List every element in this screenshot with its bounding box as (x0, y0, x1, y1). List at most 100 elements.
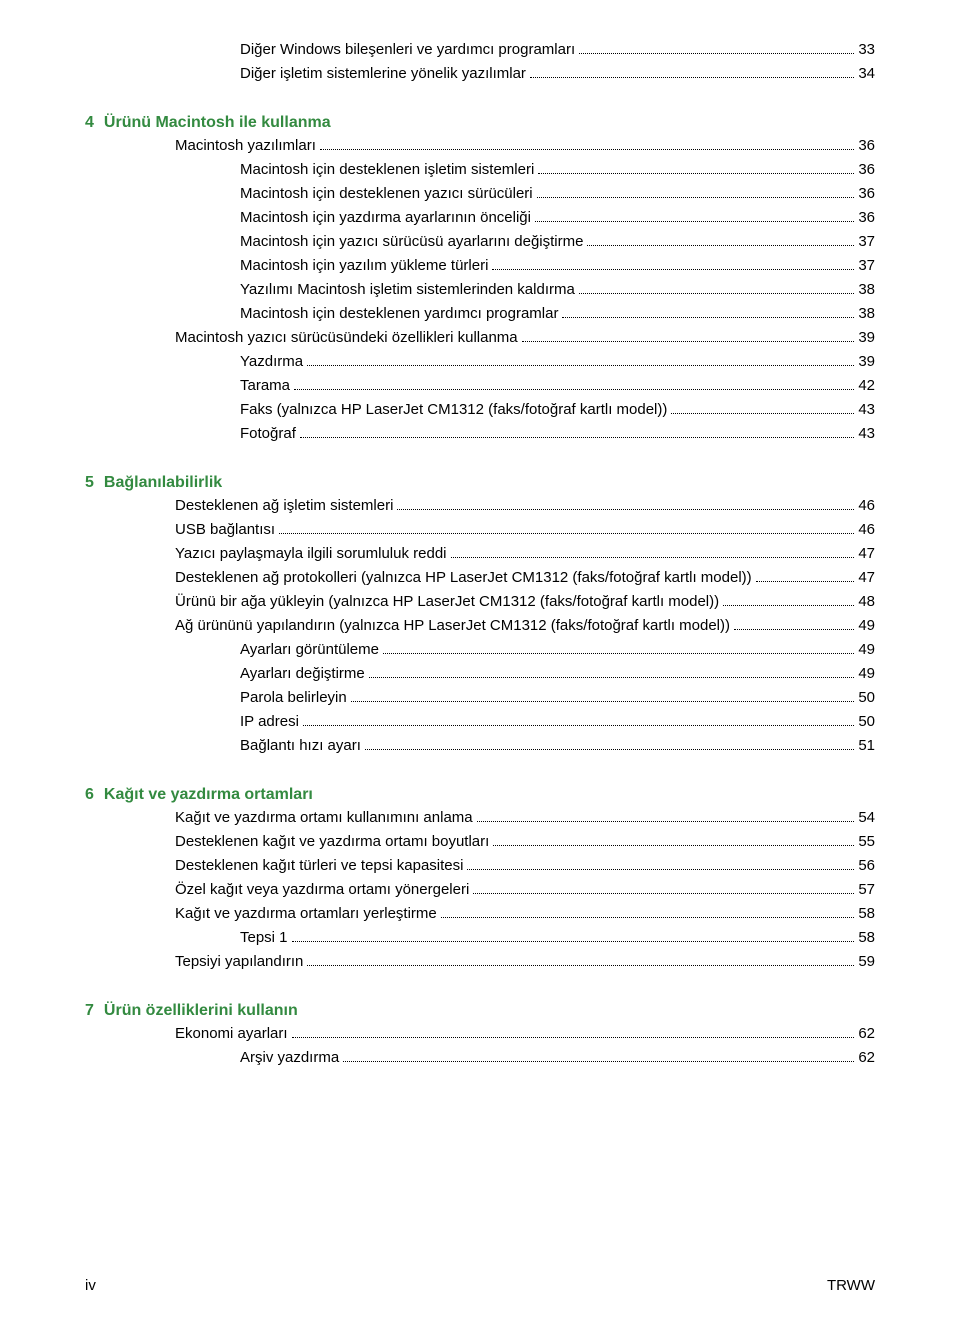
toc-entry-pagenum: 39 (858, 326, 875, 350)
toc-chapter-heading[interactable]: 6Kağıt ve yazdırma ortamları (85, 786, 875, 804)
toc-entry-label: Tepsiyi yapılandırın (175, 950, 303, 974)
toc-leader-dots (477, 821, 855, 822)
toc-entry-pagenum: 47 (858, 542, 875, 566)
footer-right-label: TRWW (827, 1277, 875, 1294)
toc-entry[interactable]: Yazıcı paylaşmayla ilgili sorumluluk red… (85, 542, 875, 566)
toc-entry[interactable]: Tepsi 158 (85, 926, 875, 950)
toc-entry[interactable]: Macintosh yazıcı sürücüsündeki özellikle… (85, 326, 875, 350)
toc-entry[interactable]: USB bağlantısı46 (85, 518, 875, 542)
toc-entry[interactable]: Kağıt ve yazdırma ortamları yerleştirme5… (85, 902, 875, 926)
toc-entry-pagenum: 51 (858, 734, 875, 758)
toc-entry-label: IP adresi (240, 710, 299, 734)
toc-entry[interactable]: Desteklenen kağıt türleri ve tepsi kapas… (85, 854, 875, 878)
toc-entry-pagenum: 50 (858, 710, 875, 734)
toc-leader-dots (538, 173, 854, 174)
toc-leader-dots (292, 1037, 855, 1038)
toc-entry[interactable]: Macintosh için yazdırma ayarlarının önce… (85, 206, 875, 230)
toc-entry[interactable]: IP adresi 50 (85, 710, 875, 734)
toc-entry-label: Ekonomi ayarları (175, 1022, 288, 1046)
toc-chapter-title: Kağıt ve yazdırma ortamları (104, 786, 313, 803)
toc-page: Diğer Windows bileşenleri ve yardımcı pr… (0, 0, 960, 1332)
toc-chapter-heading[interactable]: 7Ürün özelliklerini kullanın (85, 1002, 875, 1020)
toc-entry[interactable]: Tarama42 (85, 374, 875, 398)
toc-entry-label: Tarama (240, 374, 290, 398)
toc-content: Diğer Windows bileşenleri ve yardımcı pr… (85, 38, 875, 1070)
toc-entry-pagenum: 58 (858, 926, 875, 950)
toc-entry[interactable]: Ürünü bir ağa yükleyin (yalnızca HP Lase… (85, 590, 875, 614)
toc-entry-pagenum: 47 (858, 566, 875, 590)
toc-leader-dots (300, 437, 854, 438)
toc-entry-pagenum: 38 (858, 278, 875, 302)
toc-entry-label: Özel kağıt veya yazdırma ortamı yönergel… (175, 878, 469, 902)
toc-entry[interactable]: Parola belirleyin50 (85, 686, 875, 710)
toc-leader-dots (535, 221, 854, 222)
toc-entry[interactable]: Macintosh yazılımları36 (85, 134, 875, 158)
toc-leader-dots (365, 749, 854, 750)
toc-entry[interactable]: Ekonomi ayarları62 (85, 1022, 875, 1046)
toc-entry-label: Macintosh için yazdırma ayarlarının önce… (240, 206, 531, 230)
toc-leader-dots (587, 245, 854, 246)
toc-entry[interactable]: Diğer Windows bileşenleri ve yardımcı pr… (85, 38, 875, 62)
toc-entry[interactable]: Desteklenen ağ protokolleri (yalnızca HP… (85, 566, 875, 590)
toc-leader-dots (383, 653, 854, 654)
toc-entry[interactable]: Yazılımı Macintosh işletim sistemlerinde… (85, 278, 875, 302)
toc-entry[interactable]: Macintosh için yazıcı sürücüsü ayarların… (85, 230, 875, 254)
toc-leader-dots (537, 197, 855, 198)
toc-entry-label: Macintosh için yazıcı sürücüsü ayarların… (240, 230, 583, 254)
toc-leader-dots (493, 845, 854, 846)
toc-entry[interactable]: Kağıt ve yazdırma ortamı kullanımını anl… (85, 806, 875, 830)
toc-entry[interactable]: Macintosh için yazılım yükleme türleri37 (85, 254, 875, 278)
toc-entry-pagenum: 56 (858, 854, 875, 878)
toc-entry-pagenum: 36 (858, 158, 875, 182)
toc-leader-dots (671, 413, 854, 414)
toc-entry-label: Desteklenen kağıt ve yazdırma ortamı boy… (175, 830, 489, 854)
toc-leader-dots (307, 365, 854, 366)
toc-entry-pagenum: 46 (858, 494, 875, 518)
toc-chapter-number: 5 (85, 474, 94, 491)
toc-entry-label: Parola belirleyin (240, 686, 347, 710)
toc-entry-label: Desteklenen ağ protokolleri (yalnızca HP… (175, 566, 752, 590)
toc-leader-dots (723, 605, 854, 606)
toc-leader-dots (279, 533, 854, 534)
toc-leader-dots (756, 581, 855, 582)
toc-entry-label: Bağlantı hızı ayarı (240, 734, 361, 758)
toc-entry[interactable]: Macintosh için desteklenen yardımcı prog… (85, 302, 875, 326)
toc-chapter-title: Ürünü Macintosh ile kullanma (104, 114, 331, 131)
toc-entry-pagenum: 39 (858, 350, 875, 374)
toc-leader-dots (562, 317, 854, 318)
toc-entry[interactable]: Bağlantı hızı ayarı 51 (85, 734, 875, 758)
toc-leader-dots (579, 293, 854, 294)
toc-leader-dots (292, 941, 855, 942)
toc-leader-dots (579, 53, 854, 54)
toc-entry[interactable]: Fotoğraf43 (85, 422, 875, 446)
toc-entry[interactable]: Desteklenen ağ işletim sistemleri 46 (85, 494, 875, 518)
toc-chapter-number: 4 (85, 114, 94, 131)
toc-entry-label: Ayarları görüntüleme (240, 638, 379, 662)
toc-entry[interactable]: Ağ ürününü yapılandırın (yalnızca HP Las… (85, 614, 875, 638)
toc-entry[interactable]: Diğer işletim sistemlerine yönelik yazıl… (85, 62, 875, 86)
toc-entry-label: Macintosh için yazılım yükleme türleri (240, 254, 488, 278)
toc-entry[interactable]: Arşiv yazdırma62 (85, 1046, 875, 1070)
toc-entry[interactable]: Desteklenen kağıt ve yazdırma ortamı boy… (85, 830, 875, 854)
toc-entry-label: Desteklenen ağ işletim sistemleri (175, 494, 393, 518)
toc-entry[interactable]: Macintosh için desteklenen işletim siste… (85, 158, 875, 182)
toc-entry[interactable]: Macintosh için desteklenen yazıcı sürücü… (85, 182, 875, 206)
toc-leader-dots (351, 701, 855, 702)
toc-entry[interactable]: Tepsiyi yapılandırın59 (85, 950, 875, 974)
toc-entry[interactable]: Özel kağıt veya yazdırma ortamı yönergel… (85, 878, 875, 902)
toc-entry[interactable]: Ayarları değiştirme49 (85, 662, 875, 686)
toc-entry[interactable]: Faks (yalnızca HP LaserJet CM1312 (faks/… (85, 398, 875, 422)
toc-leader-dots (530, 77, 854, 78)
toc-entry-pagenum: 57 (858, 878, 875, 902)
toc-chapter-title: Ürün özelliklerini kullanın (104, 1002, 298, 1019)
toc-chapter-heading[interactable]: 5Bağlanılabilirlik (85, 474, 875, 492)
toc-chapter-heading[interactable]: 4 Ürünü Macintosh ile kullanma (85, 114, 875, 132)
toc-entry-pagenum: 37 (858, 230, 875, 254)
toc-entry[interactable]: Ayarları görüntüleme49 (85, 638, 875, 662)
toc-entry-label: Kağıt ve yazdırma ortamları yerleştirme (175, 902, 437, 926)
toc-entry-label: Yazıcı paylaşmayla ilgili sorumluluk red… (175, 542, 447, 566)
toc-entry-pagenum: 46 (858, 518, 875, 542)
toc-entry[interactable]: Yazdırma39 (85, 350, 875, 374)
toc-leader-dots (294, 389, 854, 390)
toc-leader-dots (473, 893, 854, 894)
